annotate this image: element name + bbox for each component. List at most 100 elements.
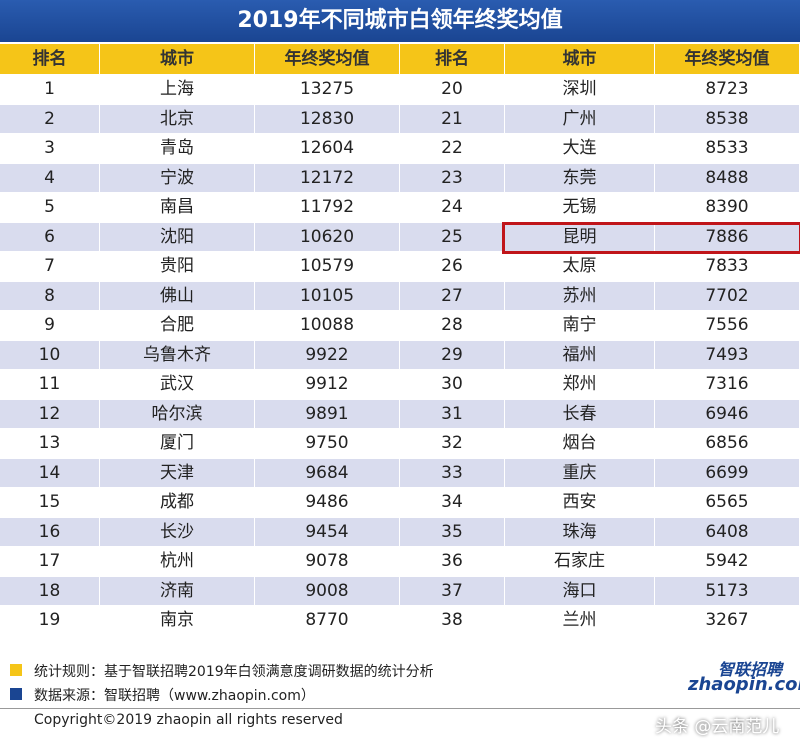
cell: 36 — [400, 547, 505, 577]
cell: 青岛 — [100, 134, 255, 164]
copyright: Copyright©2019 zhaopin all rights reserv… — [34, 712, 343, 728]
cell: 3267 — [655, 606, 800, 636]
cell: 10579 — [255, 252, 400, 282]
cell: 10620 — [255, 222, 400, 252]
cell: 苏州 — [505, 281, 655, 311]
cell: 合肥 — [100, 311, 255, 341]
cell: 7833 — [655, 252, 800, 282]
cell: 9750 — [255, 429, 400, 459]
cell: 无锡 — [505, 193, 655, 223]
cell: 兰州 — [505, 606, 655, 636]
cell: 10105 — [255, 281, 400, 311]
cell: 厦门 — [100, 429, 255, 459]
cell: 北京 — [100, 104, 255, 134]
divider — [0, 708, 800, 709]
header-cell: 年终奖均值 — [655, 44, 800, 75]
cell: 6 — [0, 222, 100, 252]
cell: 昆明 — [505, 222, 655, 252]
cell: 38 — [400, 606, 505, 636]
cell: 9891 — [255, 399, 400, 429]
cell: 25 — [400, 222, 505, 252]
cell: 成都 — [100, 488, 255, 518]
cell: 7556 — [655, 311, 800, 341]
cell: 8538 — [655, 104, 800, 134]
title: 2019年不同城市白领年终奖均值 — [0, 0, 800, 42]
cell: 重庆 — [505, 458, 655, 488]
cell: 8533 — [655, 134, 800, 164]
cell: 5 — [0, 193, 100, 223]
cell: 9454 — [255, 517, 400, 547]
cell: 太原 — [505, 252, 655, 282]
cell: 19 — [0, 606, 100, 636]
cell: 南昌 — [100, 193, 255, 223]
cell: 乌鲁木齐 — [100, 340, 255, 370]
cell: 5173 — [655, 576, 800, 606]
bullet — [10, 688, 22, 700]
cell: 7702 — [655, 281, 800, 311]
cell: 6408 — [655, 517, 800, 547]
cell: 6946 — [655, 399, 800, 429]
cell: 东莞 — [505, 163, 655, 193]
cell: 济南 — [100, 576, 255, 606]
cell: 珠海 — [505, 517, 655, 547]
header-cell: 排名 — [0, 44, 100, 75]
cell: 杭州 — [100, 547, 255, 577]
cell: 3 — [0, 134, 100, 164]
note: 统计规则：基于智联招聘2019年白领满意度调研数据的统计分析 — [34, 664, 434, 680]
cell: 11792 — [255, 193, 400, 223]
cell: 武汉 — [100, 370, 255, 400]
cell: 福州 — [505, 340, 655, 370]
cell: 贵阳 — [100, 252, 255, 282]
cell: 9684 — [255, 458, 400, 488]
cell: 9486 — [255, 488, 400, 518]
cell: 33 — [400, 458, 505, 488]
cell: 31 — [400, 399, 505, 429]
cell: 16 — [0, 517, 100, 547]
cell: 天津 — [100, 458, 255, 488]
cell: 哈尔滨 — [100, 399, 255, 429]
cell: 8770 — [255, 606, 400, 636]
cell: 34 — [400, 488, 505, 518]
cell: 长沙 — [100, 517, 255, 547]
cell: 27 — [400, 281, 505, 311]
cell: 17 — [0, 547, 100, 577]
header-cell: 排名 — [400, 44, 505, 75]
cell: 广州 — [505, 104, 655, 134]
cell: 6565 — [655, 488, 800, 518]
cell: 7 — [0, 252, 100, 282]
cell: 9078 — [255, 547, 400, 577]
cell: 8390 — [655, 193, 800, 223]
header-cell: 城市 — [505, 44, 655, 75]
cell: 13 — [0, 429, 100, 459]
cell: 10 — [0, 340, 100, 370]
logo-site: zhaopin.com — [688, 674, 800, 695]
cell: 南宁 — [505, 311, 655, 341]
cell: 2 — [0, 104, 100, 134]
cell: 郑州 — [505, 370, 655, 400]
cell: 13275 — [255, 75, 400, 105]
cell: 8 — [0, 281, 100, 311]
note: 数据来源：智联招聘（www.zhaopin.com） — [34, 688, 315, 704]
cell: 上海 — [100, 75, 255, 105]
cell: 7316 — [655, 370, 800, 400]
cell: 4 — [0, 163, 100, 193]
cell: 1 — [0, 75, 100, 105]
cell: 37 — [400, 576, 505, 606]
bullet — [10, 664, 22, 676]
cell: 7493 — [655, 340, 800, 370]
cell: 18 — [0, 576, 100, 606]
cell: 8723 — [655, 75, 800, 105]
cell: 8488 — [655, 163, 800, 193]
cell: 9 — [0, 311, 100, 341]
cell: 烟台 — [505, 429, 655, 459]
cell: 22 — [400, 134, 505, 164]
cell: 28 — [400, 311, 505, 341]
cell: 26 — [400, 252, 505, 282]
cell: 5942 — [655, 547, 800, 577]
cell: 6856 — [655, 429, 800, 459]
cell: 深圳 — [505, 75, 655, 105]
cell: 30 — [400, 370, 505, 400]
cell: 12604 — [255, 134, 400, 164]
cell: 11 — [0, 370, 100, 400]
